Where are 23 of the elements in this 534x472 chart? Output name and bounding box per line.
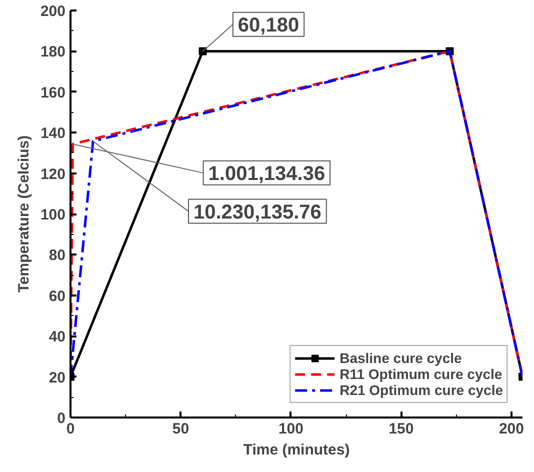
x-axis-title: Time (minutes) <box>243 442 350 458</box>
y-tick-label: 40 <box>48 328 66 346</box>
y-tick-label: 180 <box>40 44 66 61</box>
y-tick-label: 20 <box>48 369 66 386</box>
x-tick-label: 150 <box>388 420 414 438</box>
legend-label: R11 Optimum cure cycle <box>340 366 502 382</box>
x-tick-label: 50 <box>172 420 190 438</box>
annotation: 60,180 <box>238 14 300 36</box>
y-tick-label: 120 <box>40 166 66 183</box>
x-tick-label: 200 <box>498 420 524 438</box>
y-tick-label: 100 <box>40 206 66 224</box>
y-tick-label: 60 <box>48 288 66 305</box>
legend-label: R21 Optimum cure cycle <box>340 382 503 398</box>
x-tick-label: 100 <box>278 420 304 438</box>
y-tick-label: 0 <box>57 410 66 427</box>
y-tick-label: 160 <box>40 84 66 102</box>
annotation: 1.001,134.36 <box>208 162 326 185</box>
y-tick-label: 200 <box>40 3 66 20</box>
y-tick-label: 140 <box>40 125 66 142</box>
y-axis-title: Temperature (Celcius) <box>15 135 32 293</box>
y-tick-label: 80 <box>48 247 66 264</box>
legend-label: Basline cure cycle <box>340 350 462 366</box>
annotation: 10.230,135.76 <box>193 201 322 224</box>
